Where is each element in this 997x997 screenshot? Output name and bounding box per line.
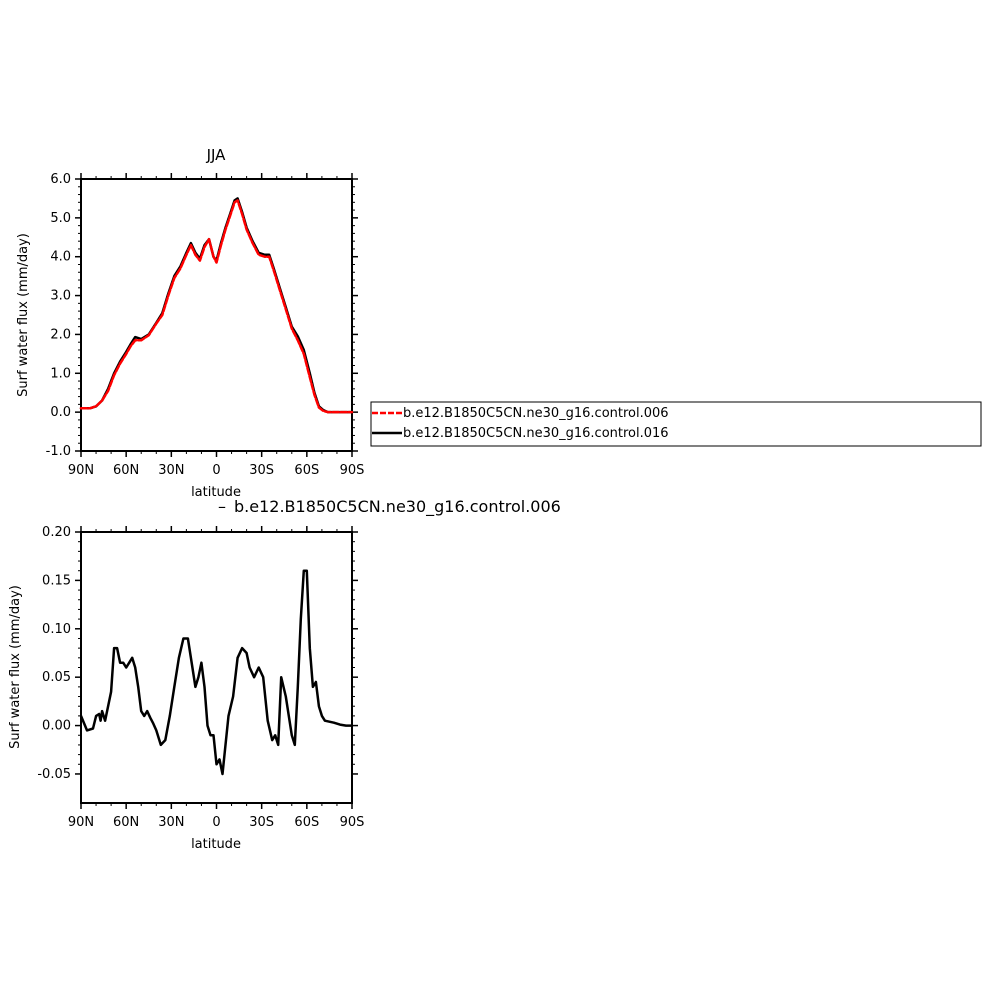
top-y-ticks: -1.0 0.0 1.0 2.0 3.0 4.0 5.0 6.0 — [46, 172, 358, 459]
bottom-x-axis-label: latitude — [191, 837, 241, 852]
x-tick-label: 90N — [68, 815, 94, 830]
y-tick-label: 0.15 — [42, 573, 71, 588]
y-tick-label: 2.0 — [50, 327, 71, 342]
x-tick-label: 0 — [212, 463, 220, 478]
bottom-x-ticks: 90N 60N 30N 0 30S 60S 90S — [68, 526, 365, 830]
y-tick-label: 0.20 — [42, 525, 71, 540]
x-tick-label: 90S — [340, 815, 365, 830]
legend-label-016: b.e12.B1850C5CN.ne30_g16.control.016 — [403, 426, 669, 441]
y-tick-label: 0.05 — [42, 670, 71, 685]
x-tick-label: 90S — [340, 463, 365, 478]
bottom-subtitle-dash: – — [218, 497, 226, 516]
top-series-group — [79, 197, 354, 414]
top-plot-frame — [80, 178, 353, 452]
bottom-y-ticks: -0.05 0.00 0.05 0.10 0.15 0.20 — [37, 525, 358, 782]
x-tick-label: 60S — [294, 463, 319, 478]
y-tick-label: 1.0 — [50, 366, 71, 381]
x-tick-label: 60N — [113, 463, 139, 478]
y-tick-label: 0.00 — [42, 719, 71, 734]
bottom-subtitle: b.e12.B1850C5CN.ne30_g16.control.006 — [234, 497, 561, 517]
bottom-panel: – b.e12.B1850C5CN.ne30_g16.control.006 -… — [8, 497, 561, 852]
top-x-axis-label: latitude — [191, 485, 241, 500]
y-tick-label: 0.0 — [50, 405, 71, 420]
x-tick-label: 30S — [249, 463, 274, 478]
legend-box — [370, 401, 982, 447]
top-y-axis-label: Surf water flux (mm/day) — [16, 233, 31, 397]
top-chart-title: JJA — [206, 146, 227, 164]
y-tick-label: 6.0 — [50, 172, 71, 187]
difference-line — [79, 569, 354, 776]
series-line-006 — [79, 199, 354, 414]
x-tick-label: 30N — [158, 463, 184, 478]
y-tick-label: 5.0 — [50, 211, 71, 226]
y-tick-label: 3.0 — [50, 289, 71, 304]
legend-label-006: b.e12.B1850C5CN.ne30_g16.control.006 — [403, 406, 669, 421]
x-tick-label: 30N — [158, 815, 184, 830]
y-tick-label: -1.0 — [46, 444, 71, 459]
bottom-series-group — [79, 569, 354, 776]
bottom-y-axis-label: Surf water flux (mm/day) — [8, 585, 23, 749]
x-tick-label: 30S — [249, 815, 274, 830]
top-x-ticks: 90N 60N 30N 0 30S 60S 90S — [68, 173, 365, 478]
x-tick-label: 60S — [294, 815, 319, 830]
top-panel: JJA -1.0 0.0 1.0 2.0 3.0 4.0 5.0 6.0 90N 60N 30N 0… — [16, 146, 364, 500]
y-tick-label: -0.05 — [37, 767, 71, 782]
y-tick-label: 0.10 — [42, 622, 71, 637]
x-tick-label: 0 — [212, 815, 220, 830]
x-tick-label: 90N — [68, 463, 94, 478]
y-tick-label: 4.0 — [50, 250, 71, 265]
x-tick-label: 60N — [113, 815, 139, 830]
legend: b.e12.B1850C5CN.ne30_g16.control.006 b.e… — [370, 401, 982, 447]
